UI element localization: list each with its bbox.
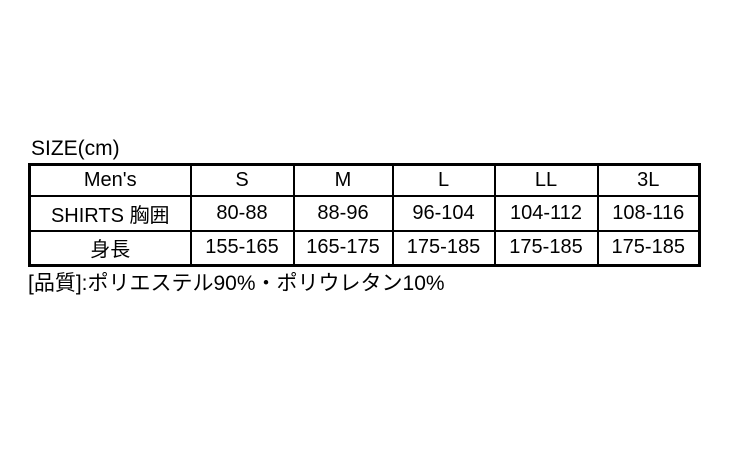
cell-height-l: 175-185 — [391, 229, 496, 267]
header-cell-ll: LL — [493, 163, 599, 197]
header-cell-m: M — [292, 163, 394, 197]
table-row-chest: SHIRTS 胸囲 80-88 88-96 96-104 104-112 108… — [28, 194, 701, 232]
row-label-height: 身長 — [28, 229, 192, 267]
cell-height-3l: 175-185 — [596, 229, 701, 267]
header-cell-s: S — [189, 163, 295, 197]
quality-note: [品質]:ポリエステル90%・ポリウレタン10% — [28, 272, 445, 295]
cell-chest-s: 80-88 — [189, 194, 295, 232]
cell-chest-ll: 104-112 — [493, 194, 599, 232]
row-label-shirts-chest: SHIRTS 胸囲 — [28, 194, 192, 232]
header-cell-l: L — [391, 163, 496, 197]
size-table-header-row: Men's S M L LL 3L — [28, 163, 701, 197]
table-row-height: 身長 155-165 165-175 175-185 175-185 175-1… — [28, 229, 701, 267]
size-chart-table: Men's S M L LL 3L SHIRTS 胸囲 80-88 88-96 … — [28, 163, 701, 267]
header-cell-3l: 3L — [596, 163, 701, 197]
cell-height-s: 155-165 — [189, 229, 295, 267]
cell-chest-3l: 108-116 — [596, 194, 701, 232]
size-chart-title: SIZE(cm) — [31, 137, 120, 160]
cell-height-m: 165-175 — [292, 229, 394, 267]
header-cell-mens: Men's — [28, 163, 192, 197]
cell-height-ll: 175-185 — [493, 229, 599, 267]
cell-chest-l: 96-104 — [391, 194, 496, 232]
cell-chest-m: 88-96 — [292, 194, 394, 232]
